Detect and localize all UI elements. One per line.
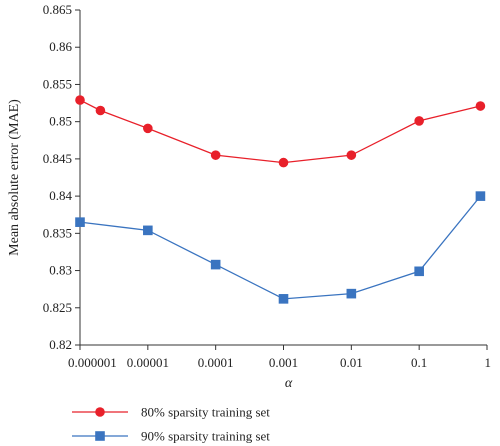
y-tick-label: 0.84 — [49, 188, 72, 203]
y-tick-label: 0.825 — [43, 300, 72, 315]
series-line — [79, 99, 481, 164]
legend-marker-circle — [95, 407, 105, 417]
data-point-square — [210, 259, 221, 270]
data-point-square — [414, 266, 424, 277]
legend-marker-square — [95, 431, 105, 441]
y-tick-label: 0.85 — [49, 114, 72, 129]
y-tick-label: 0.86 — [49, 39, 72, 54]
data-point-circle — [210, 150, 221, 160]
data-point-circle — [95, 105, 106, 116]
x-tick-label: 0.0001 — [198, 355, 234, 370]
y-tick-label: 0.865 — [43, 2, 72, 17]
x-tick-label: 1 — [485, 355, 492, 370]
x-axis-title: α — [285, 376, 293, 391]
x-tick-label: 0.000001 — [68, 355, 117, 370]
y-tick-label: 0.855 — [43, 76, 72, 91]
y-axis-ticks: 0.82 0.825 0.83 0.835 0.84 0.845 0.85 0.855 0.86… — [43, 2, 80, 352]
x-tick-label: 0.1 — [411, 355, 427, 370]
series-2 — [75, 191, 486, 304]
y-axis-title: Mean absolute error (MAE) — [7, 99, 22, 256]
y-tick-label: 0.845 — [43, 151, 72, 166]
data-point-circle — [414, 116, 424, 126]
data-point-square — [475, 191, 486, 201]
data-point-circle — [346, 150, 357, 160]
x-tick-label: 0.00001 — [127, 355, 169, 370]
data-point-square — [75, 217, 85, 227]
legend-label: 90% sparsity training set — [141, 429, 270, 444]
data-point-square — [278, 294, 289, 304]
data-point-circle — [143, 123, 153, 134]
data-point-circle — [475, 101, 486, 111]
series-layer — [75, 95, 486, 304]
y-tick-label: 0.82 — [49, 337, 72, 352]
series-line — [79, 195, 481, 300]
data-point-circle — [278, 157, 289, 168]
x-tick-label: 0.01 — [340, 355, 363, 370]
data-point-square — [346, 288, 357, 299]
legend: 80% sparsity training set 90% sparsity tr… — [72, 405, 270, 444]
x-axis-ticks: 0.000001 0.00001 0.0001 0.001 0.01 0.1 1 — [68, 345, 491, 370]
legend-label: 80% sparsity training set — [141, 405, 270, 420]
series-1 — [75, 95, 486, 168]
y-tick-label: 0.83 — [49, 263, 72, 278]
data-point-square — [143, 225, 153, 236]
data-point-circle — [75, 95, 85, 105]
y-tick-label: 0.835 — [43, 225, 72, 240]
legend-item-2: 90% sparsity training set — [72, 429, 270, 444]
x-tick-label: 0.001 — [269, 355, 298, 370]
legend-item-1: 80% sparsity training set — [72, 405, 270, 420]
